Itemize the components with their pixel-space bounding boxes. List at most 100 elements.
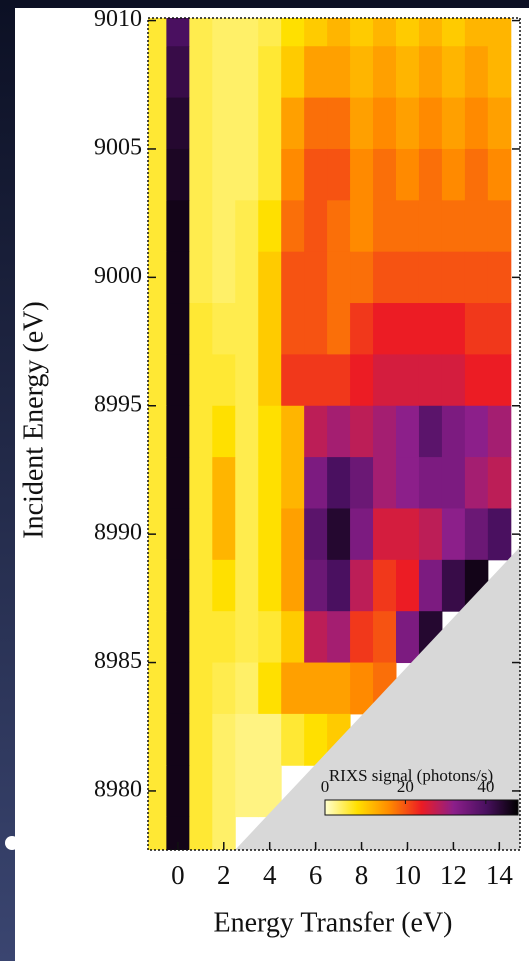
heatmap-cell xyxy=(212,46,236,99)
heatmap-cell xyxy=(487,354,512,407)
heatmap-cell xyxy=(166,97,190,150)
heatmap-cell xyxy=(212,816,236,850)
heatmap-cell xyxy=(396,97,420,150)
heatmap-cell xyxy=(327,303,351,355)
heatmap-cell xyxy=(418,148,443,201)
heatmap-cell xyxy=(189,46,213,99)
heatmap-cell xyxy=(327,251,351,304)
x-tick-label: 10 xyxy=(394,860,421,890)
heatmap-cell xyxy=(148,18,167,47)
heatmap xyxy=(148,18,512,850)
heatmap-cell xyxy=(189,611,213,664)
heatmap-cell xyxy=(212,405,236,458)
heatmap-cell xyxy=(189,508,213,561)
heatmap-cell xyxy=(258,765,282,818)
y-tick-label: 9010 xyxy=(94,6,142,32)
heatmap-cell xyxy=(304,148,328,201)
heatmap-cell xyxy=(350,148,374,201)
heatmap-cell xyxy=(418,18,443,47)
x-tick-label: 2 xyxy=(217,860,231,890)
heatmap-cell xyxy=(464,251,489,304)
heatmap-cell xyxy=(235,200,259,253)
heatmap-cell xyxy=(148,148,167,201)
heatmap-cell xyxy=(304,457,328,509)
heatmap-cell xyxy=(327,46,351,99)
heatmap-cell xyxy=(212,148,236,201)
heatmap-cell xyxy=(441,457,466,509)
heatmap-cell xyxy=(487,18,512,47)
heatmap-cell xyxy=(350,508,374,561)
heatmap-cell xyxy=(464,457,489,509)
heatmap-cell xyxy=(235,662,259,715)
heatmap-cell xyxy=(235,611,259,664)
heatmap-cell xyxy=(327,97,351,150)
heatmap-cell xyxy=(441,46,466,99)
heatmap-cell xyxy=(148,97,167,150)
heatmap-cell xyxy=(418,200,443,253)
heatmap-cell xyxy=(304,200,328,253)
heatmap-cell xyxy=(235,405,259,458)
heatmap-cell xyxy=(189,251,213,304)
heatmap-cell xyxy=(373,508,397,561)
heatmap-cell xyxy=(373,251,397,304)
heatmap-cell xyxy=(487,457,512,509)
heatmap-cell xyxy=(258,148,282,201)
heatmap-cell xyxy=(189,354,213,407)
heatmap-cell xyxy=(166,354,190,407)
heatmap-cell xyxy=(464,405,489,458)
heatmap-cell xyxy=(418,405,443,458)
heatmap-cell xyxy=(166,405,190,458)
heatmap-cell xyxy=(350,46,374,99)
heatmap-cell xyxy=(464,200,489,253)
heatmap-cell xyxy=(281,611,305,664)
heatmap-cell xyxy=(418,46,443,99)
heatmap-cell xyxy=(327,18,351,47)
heatmap-cell xyxy=(373,457,397,509)
heatmap-cell xyxy=(189,97,213,150)
heatmap-cell xyxy=(373,46,397,99)
heatmap-cell xyxy=(189,713,213,766)
heatmap-cell xyxy=(373,611,397,664)
heatmap-cell xyxy=(189,457,213,509)
heatmap-cell xyxy=(327,457,351,509)
heatmap-cell xyxy=(258,559,282,612)
y-tick-label: 9005 xyxy=(94,134,142,160)
heatmap-cell xyxy=(235,508,259,561)
heatmap-cell xyxy=(418,457,443,509)
heatmap-cell xyxy=(396,251,420,304)
heatmap-cell xyxy=(212,611,236,664)
heatmap-cell xyxy=(258,713,282,766)
heatmap-cell xyxy=(281,559,305,612)
heatmap-cell xyxy=(281,200,305,253)
heatmap-cell xyxy=(441,148,466,201)
heatmap-cell xyxy=(373,97,397,150)
heatmap-cell xyxy=(327,148,351,201)
heatmap-cell xyxy=(189,405,213,458)
heatmap-cell xyxy=(396,354,420,407)
heatmap-cell xyxy=(373,18,397,47)
heatmap-cell xyxy=(235,559,259,612)
heatmap-cell xyxy=(258,303,282,355)
heatmap-cell xyxy=(304,97,328,150)
heatmap-cell xyxy=(441,303,466,355)
heatmap-cell xyxy=(235,303,259,355)
heatmap-cell xyxy=(166,662,190,715)
heatmap-cell xyxy=(281,148,305,201)
heatmap-cell xyxy=(148,508,167,561)
heatmap-cell xyxy=(212,18,236,47)
x-tick-label: 0 xyxy=(171,860,185,890)
heatmap-cell xyxy=(487,148,512,201)
heatmap-cell xyxy=(212,251,236,304)
heatmap-cell xyxy=(418,251,443,304)
x-tick-label: 8 xyxy=(355,860,369,890)
heatmap-cell xyxy=(304,713,328,766)
heatmap-cell xyxy=(189,816,213,850)
heatmap-cell xyxy=(373,405,397,458)
heatmap-cell xyxy=(441,200,466,253)
heatmap-cell xyxy=(418,97,443,150)
heatmap-cell xyxy=(304,251,328,304)
heatmap-cell xyxy=(148,200,167,253)
colorbar-title: RIXS signal (photons/s) xyxy=(329,766,493,785)
heatmap-cell xyxy=(487,46,512,99)
heatmap-cell xyxy=(304,46,328,99)
